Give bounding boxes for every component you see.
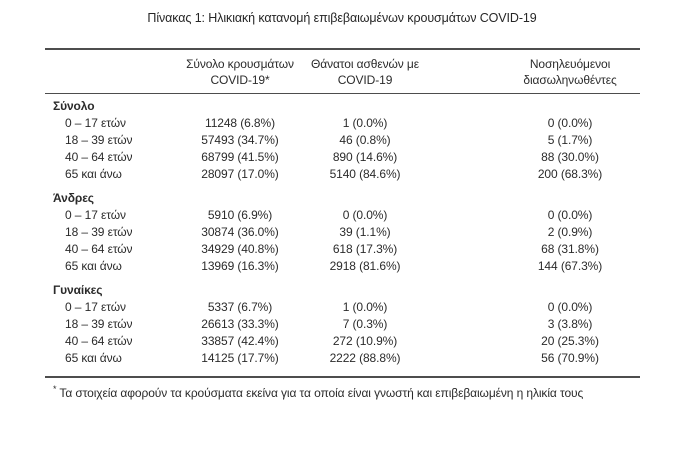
column-header-line: Νοσηλευόμενοι bbox=[529, 57, 611, 71]
cell-intubated: 2 (0.9%) bbox=[547, 225, 593, 239]
cell-deaths: 2222 (88.8%) bbox=[329, 351, 401, 365]
cell-total-cases: 26613 (33.3%) bbox=[201, 317, 279, 331]
footnote: * Τα στοιχεία αφορούν τα κρούσματα εκείνα… bbox=[45, 378, 640, 401]
cell-deaths: 7 (0.3%) bbox=[342, 317, 388, 331]
cell-total-cases: 11248 (6.8%) bbox=[205, 116, 275, 130]
cell-intubated: 5 (1.7%) bbox=[547, 133, 593, 147]
footnote-text: Τα στοιχεία αφορούν τα κρούσματα εκείνα … bbox=[59, 386, 584, 400]
cell-age-group: 65 και άνω bbox=[65, 167, 122, 181]
section-total: Σύνολο 0 – 17 ετών 11248 (6.8%) 1 (0.0%)… bbox=[45, 98, 640, 183]
section-label: Άνδρες bbox=[53, 191, 94, 205]
table-title: Πίνακας 1: Ηλικιακή κατανομή επιβεβαιωμέ… bbox=[147, 11, 537, 25]
cell-total-cases: 28097 (17.0%) bbox=[201, 167, 279, 181]
section-label: Γυναίκες bbox=[53, 283, 103, 297]
cell-intubated: 0 (0.0%) bbox=[547, 116, 593, 130]
cell-age-group: 0 – 17 ετών bbox=[65, 116, 126, 130]
column-header-total-cases: Σύνολο κρουσμάτων COVID-19* bbox=[170, 56, 310, 88]
cell-deaths: 618 (17.3%) bbox=[332, 242, 398, 256]
cell-deaths: 890 (14.6%) bbox=[332, 150, 398, 164]
table-row: 40 – 64 ετών 33857 (42.4%) 272 (10.9%) 2… bbox=[45, 333, 640, 350]
cell-total-cases: 68799 (41.5%) bbox=[201, 150, 279, 164]
cell-total-cases: 14125 (17.7%) bbox=[201, 351, 279, 365]
cell-total-cases: 34929 (40.8%) bbox=[201, 242, 279, 256]
table-row: 18 – 39 ετών 26613 (33.3%) 7 (0.3%) 3 (3… bbox=[45, 316, 640, 333]
section-label-row: Άνδρες bbox=[45, 190, 640, 207]
table-row: 18 – 39 ετών 57493 (34.7%) 46 (0.8%) 5 (… bbox=[45, 132, 640, 149]
cell-age-group: 0 – 17 ετών bbox=[65, 300, 126, 314]
cell-total-cases: 5910 (6.9%) bbox=[207, 208, 273, 222]
section-women: Γυναίκες 0 – 17 ετών 5337 (6.7%) 1 (0.0%… bbox=[45, 282, 640, 367]
cell-total-cases: 57493 (34.7%) bbox=[201, 133, 279, 147]
section-label: Σύνολο bbox=[53, 99, 95, 113]
column-header-deaths: Θάνατοι ασθενών με COVID-19 bbox=[310, 56, 420, 88]
footnote-asterisk: * bbox=[53, 384, 57, 394]
column-header-line: διασωληνωθέντες bbox=[523, 73, 617, 87]
table-header-row: Σύνολο κρουσμάτων COVID-19* Θάνατοι ασθε… bbox=[45, 48, 640, 94]
table-row: 40 – 64 ετών 68799 (41.5%) 890 (14.6%) 8… bbox=[45, 149, 640, 166]
column-header-line: COVID-19* bbox=[210, 73, 270, 87]
cell-deaths: 39 (1.1%) bbox=[339, 225, 391, 239]
cell-total-cases: 5337 (6.7%) bbox=[207, 300, 273, 314]
table-row: 40 – 64 ετών 34929 (40.8%) 618 (17.3%) 6… bbox=[45, 241, 640, 258]
cell-intubated: 0 (0.0%) bbox=[547, 208, 593, 222]
cell-age-group: 40 – 64 ετών bbox=[65, 334, 133, 348]
cell-age-group: 18 – 39 ετών bbox=[65, 225, 133, 239]
cell-age-group: 18 – 39 ετών bbox=[65, 317, 133, 331]
cell-deaths: 46 (0.8%) bbox=[339, 133, 391, 147]
cell-intubated: 88 (30.0%) bbox=[541, 150, 599, 164]
table-row: 0 – 17 ετών 5337 (6.7%) 1 (0.0%) 0 (0.0%… bbox=[45, 299, 640, 316]
table-body: Σύνολο 0 – 17 ετών 11248 (6.8%) 1 (0.0%)… bbox=[45, 98, 640, 378]
cell-total-cases: 33857 (42.4%) bbox=[201, 334, 279, 348]
table-row: 65 και άνω 28097 (17.0%) 5140 (84.6%) 20… bbox=[45, 166, 640, 183]
cell-intubated: 68 (31.8%) bbox=[541, 242, 599, 256]
cell-intubated: 20 (25.3%) bbox=[541, 334, 599, 348]
cell-age-group: 65 και άνω bbox=[65, 351, 122, 365]
cell-intubated: 144 (67.3%) bbox=[537, 259, 603, 273]
section-men: Άνδρες 0 – 17 ετών 5910 (6.9%) 0 (0.0%) … bbox=[45, 190, 640, 275]
cell-deaths: 1 (0.0%) bbox=[342, 116, 388, 130]
table-row: 0 – 17 ετών 5910 (6.9%) 0 (0.0%) 0 (0.0%… bbox=[45, 207, 640, 224]
cell-age-group: 40 – 64 ετών bbox=[65, 150, 133, 164]
column-header-line: Θάνατοι ασθενών με bbox=[311, 57, 419, 71]
cell-intubated: 56 (70.9%) bbox=[541, 351, 599, 365]
cell-age-group: 65 και άνω bbox=[65, 259, 122, 273]
cell-age-group: 40 – 64 ετών bbox=[65, 242, 133, 256]
cell-intubated: 0 (0.0%) bbox=[547, 300, 593, 314]
cell-total-cases: 30874 (36.0%) bbox=[201, 225, 279, 239]
cell-deaths: 5140 (84.6%) bbox=[329, 167, 401, 181]
section-label-row: Σύνολο bbox=[45, 98, 640, 115]
cell-intubated: 3 (3.8%) bbox=[547, 317, 593, 331]
column-header-line: COVID-19 bbox=[337, 73, 393, 87]
column-header-intubated: Νοσηλευόμενοι διασωληνωθέντες bbox=[500, 56, 640, 88]
section-label-row: Γυναίκες bbox=[45, 282, 640, 299]
cell-total-cases: 13969 (16.3%) bbox=[201, 259, 279, 273]
cell-deaths: 1 (0.0%) bbox=[342, 300, 388, 314]
cell-age-group: 18 – 39 ετών bbox=[65, 133, 133, 147]
cell-deaths: 272 (10.9%) bbox=[332, 334, 398, 348]
table-row: 18 – 39 ετών 30874 (36.0%) 39 (1.1%) 2 (… bbox=[45, 224, 640, 241]
covid-age-table: Σύνολο κρουσμάτων COVID-19* Θάνατοι ασθε… bbox=[45, 48, 640, 401]
cell-age-group: 0 – 17 ετών bbox=[65, 208, 126, 222]
table-row: 65 και άνω 13969 (16.3%) 2918 (81.6%) 14… bbox=[45, 258, 640, 275]
cell-deaths: 0 (0.0%) bbox=[342, 208, 388, 222]
column-header-line: Σύνολο κρουσμάτων bbox=[186, 57, 294, 71]
cell-deaths: 2918 (81.6%) bbox=[329, 259, 401, 273]
cell-intubated: 200 (68.3%) bbox=[537, 167, 603, 181]
table-row: 0 – 17 ετών 11248 (6.8%) 1 (0.0%) 0 (0.0… bbox=[45, 115, 640, 132]
table-row: 65 και άνω 14125 (17.7%) 2222 (88.8%) 56… bbox=[45, 350, 640, 367]
